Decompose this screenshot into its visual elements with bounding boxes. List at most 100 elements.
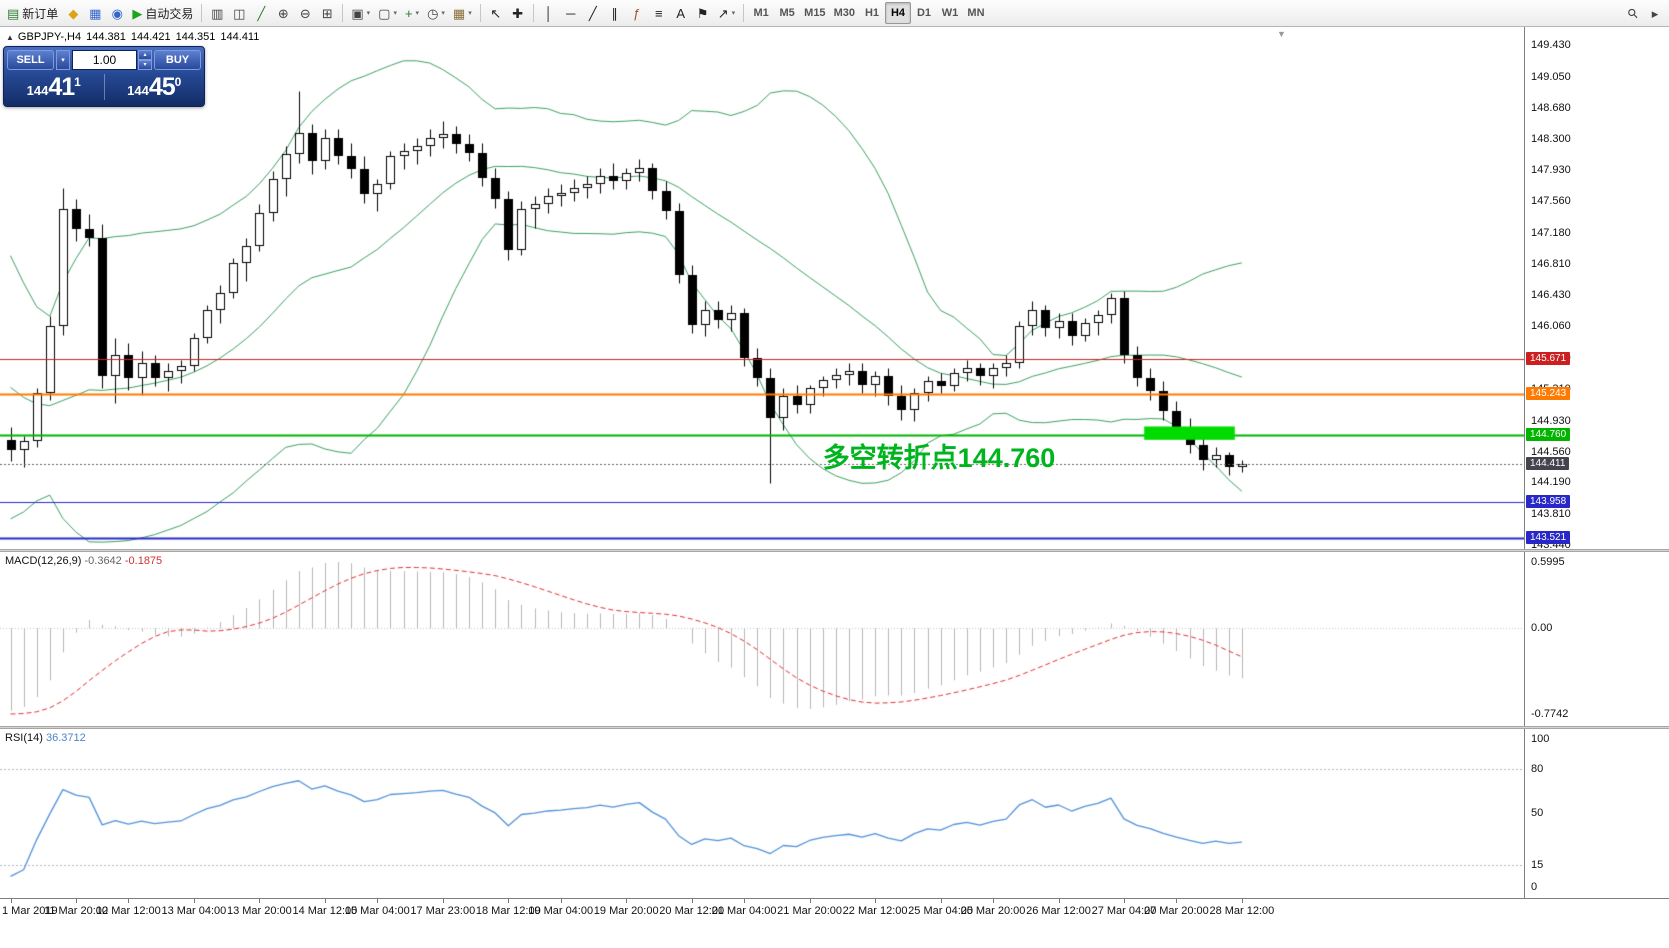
time-axis-tick bbox=[11, 899, 12, 903]
zoom-in-button[interactable]: ⊕ bbox=[272, 2, 294, 24]
sell-price[interactable]: 144411 bbox=[4, 73, 104, 102]
sell-button[interactable]: SELL bbox=[7, 50, 54, 70]
scale-fix-button[interactable]: ▢ ▾ bbox=[374, 2, 401, 24]
auto-arrange-button[interactable]: ▣ ▾ bbox=[347, 2, 374, 24]
time-axis-tick bbox=[875, 899, 876, 903]
tf-m5-button[interactable]: M5 bbox=[774, 2, 800, 24]
time-axis-label: 17 Mar 23:00 bbox=[410, 905, 476, 917]
toolbar: ▤ 新订单 ◆ ▦ ◉ ▶ 自动交易 ▥ ◫ ╱ ⊕ ⊖ ⊞ ▣ ▾ ▢ ▾ + ▾ ◷ ▾ ▦ ▾ ↖ ✚ │ ─ ╱ ∥ ƒ ≡ A ⚑ ↗ ▾… bbox=[0, 0, 1669, 27]
community-icon: ◉ bbox=[111, 5, 123, 21]
one-click-toggle-arrow[interactable]: ▲ bbox=[6, 33, 14, 42]
indicators-button[interactable]: + ▾ bbox=[401, 2, 423, 24]
toolbar-right-group: ⚲ ▸ bbox=[1622, 2, 1666, 24]
tf-w1-button-label: W1 bbox=[941, 7, 959, 19]
pane-separator[interactable] bbox=[0, 549, 1669, 552]
rsi-name: RSI(14) bbox=[5, 732, 43, 744]
volume-stepper[interactable]: ▴ ▾ bbox=[138, 50, 152, 70]
new-order-button[interactable]: ▤ 新订单 bbox=[3, 2, 62, 24]
price-tick-label: 146.430 bbox=[1531, 289, 1571, 302]
market-icon: ▦ bbox=[89, 5, 102, 21]
rsi-tick-label: 0 bbox=[1531, 881, 1538, 893]
periods-icon: ◷ bbox=[427, 5, 439, 21]
tf-h4-button[interactable]: H4 bbox=[884, 2, 911, 24]
trendline-button[interactable]: ╱ bbox=[582, 2, 604, 24]
tf-m1-button[interactable]: M1 bbox=[748, 2, 774, 24]
price-axis[interactable]: 149.430 149.050 148.680 148.300 147.930 147.5… bbox=[1524, 27, 1669, 551]
time-axis-tick bbox=[194, 899, 195, 903]
time-axis-label: 19 Mar 04:00 bbox=[528, 905, 594, 917]
vertical-line-icon: │ bbox=[544, 5, 553, 21]
toolbar-separator bbox=[342, 4, 344, 22]
bar-chart-button[interactable]: ▥ bbox=[206, 2, 228, 24]
tf-m30-button[interactable]: M30 bbox=[830, 2, 859, 24]
line-chart-button[interactable]: ╱ bbox=[250, 2, 272, 24]
tf-h1-button[interactable]: H1 bbox=[859, 2, 885, 24]
tf-m15-button[interactable]: M15 bbox=[800, 2, 829, 24]
price-level-tag: 144.760 bbox=[1526, 427, 1571, 441]
metaeditor-button[interactable]: ◆ bbox=[62, 2, 84, 24]
ohlc-close: 144.411 bbox=[220, 31, 260, 43]
cursor-icon: ↖ bbox=[490, 5, 502, 21]
crosshair-button[interactable]: ✚ bbox=[507, 2, 529, 24]
tile-windows-button[interactable]: ⊞ bbox=[316, 2, 338, 24]
line-chart-icon: ╱ bbox=[257, 5, 266, 21]
toolbar-separator bbox=[532, 4, 534, 22]
time-axis[interactable]: 1 Mar 2019 11 Mar 20:00 12 Mar 12:00 13 Mar… bbox=[0, 898, 1669, 948]
time-axis-tick bbox=[325, 899, 326, 903]
bar-chart-icon: ▥ bbox=[211, 5, 224, 21]
volume-up-button[interactable]: ▴ bbox=[138, 50, 152, 60]
chart-shift-marker[interactable]: ▼ bbox=[1277, 29, 1286, 39]
rsi-tick-label: 80 bbox=[1531, 762, 1544, 775]
main-chart-canvas[interactable] bbox=[0, 27, 1524, 549]
volume-input[interactable]: 1.00 bbox=[72, 50, 137, 70]
tf-w1-button[interactable]: W1 bbox=[937, 2, 963, 24]
time-axis-label: 27 Mar 20:00 bbox=[1143, 905, 1209, 917]
text-button[interactable]: A bbox=[670, 2, 692, 24]
chevron-down-icon: ▾ bbox=[468, 10, 472, 17]
search-icon-button[interactable]: ⚲ bbox=[1622, 2, 1644, 24]
quick-nav-icon: ▸ bbox=[1651, 5, 1659, 21]
time-axis-label: 18 Mar 12:00 bbox=[475, 905, 541, 917]
chevron-down-icon: ▾ bbox=[393, 10, 397, 17]
price-tick-label: 147.930 bbox=[1531, 164, 1571, 177]
autotrading-button[interactable]: ▶ 自动交易 bbox=[128, 2, 197, 24]
rsi-tick-label: 50 bbox=[1531, 807, 1544, 819]
tf-m30-button-label: M30 bbox=[833, 7, 855, 19]
horizontal-line-button[interactable]: ─ bbox=[560, 2, 582, 24]
price-tick-label: 146.060 bbox=[1531, 320, 1571, 333]
levels-button[interactable]: ≡ bbox=[648, 2, 670, 24]
vertical-line-button[interactable]: │ bbox=[538, 2, 560, 24]
channel-button[interactable]: ∥ bbox=[604, 2, 626, 24]
rsi-axis[interactable]: 100 80 50 15 0 bbox=[1524, 729, 1669, 898]
market-button[interactable]: ▦ bbox=[84, 2, 106, 24]
time-axis-label: 1 Mar 2019 bbox=[2, 905, 58, 917]
buy-price[interactable]: 144450 bbox=[105, 73, 205, 102]
tf-mn-button[interactable]: MN bbox=[963, 2, 989, 24]
label-button[interactable]: ⚑ bbox=[692, 2, 714, 24]
cursor-button[interactable]: ↖ bbox=[485, 2, 507, 24]
pane-separator[interactable] bbox=[0, 726, 1669, 729]
community-button[interactable]: ◉ bbox=[106, 2, 128, 24]
macd-axis[interactable]: 0.5995 0.00 -0.7742 bbox=[1524, 552, 1669, 726]
tf-d1-button[interactable]: D1 bbox=[911, 2, 937, 24]
sell-price-pips: 41 bbox=[48, 72, 75, 101]
arrows-button[interactable]: ↗ ▾ bbox=[714, 2, 739, 24]
sell-price-point: 1 bbox=[74, 74, 81, 89]
fibonacci-icon: ƒ bbox=[633, 5, 641, 21]
fibonacci-button[interactable]: ƒ bbox=[626, 2, 648, 24]
periods-button[interactable]: ◷ ▾ bbox=[423, 2, 449, 24]
candlestick-chart-button[interactable]: ◫ bbox=[228, 2, 250, 24]
volume-dropdown-button[interactable]: ▾ bbox=[56, 50, 70, 70]
candlestick-chart-icon: ◫ bbox=[233, 5, 246, 21]
quick-nav-button[interactable]: ▸ bbox=[1644, 2, 1666, 24]
arrows-icon: ↗ bbox=[717, 5, 729, 21]
buy-button[interactable]: BUY bbox=[154, 50, 201, 70]
macd-pane-canvas[interactable] bbox=[0, 552, 1524, 726]
time-axis-label: 22 Mar 12:00 bbox=[842, 905, 908, 917]
ohlc-high: 144.421 bbox=[130, 31, 171, 43]
tile-windows-icon: ⊞ bbox=[321, 5, 333, 21]
rsi-pane-canvas[interactable] bbox=[0, 729, 1524, 898]
volume-down-button[interactable]: ▾ bbox=[138, 60, 152, 70]
templates-button[interactable]: ▦ ▾ bbox=[449, 2, 476, 24]
zoom-out-button[interactable]: ⊖ bbox=[294, 2, 316, 24]
